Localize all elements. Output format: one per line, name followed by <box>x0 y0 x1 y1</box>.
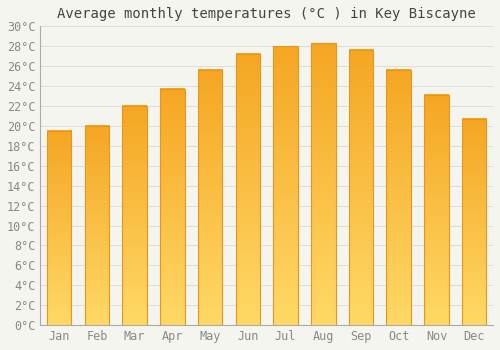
Title: Average monthly temperatures (°C ) in Key Biscayne: Average monthly temperatures (°C ) in Ke… <box>58 7 476 21</box>
Bar <box>348 50 374 325</box>
Bar <box>274 46 298 325</box>
Bar <box>311 43 336 325</box>
Bar <box>122 106 147 325</box>
Bar <box>84 126 109 325</box>
Bar <box>424 95 448 325</box>
Bar <box>236 54 260 325</box>
Bar <box>462 119 486 325</box>
Bar <box>47 131 72 325</box>
Bar <box>386 70 411 325</box>
Bar <box>160 89 184 325</box>
Bar <box>198 70 222 325</box>
